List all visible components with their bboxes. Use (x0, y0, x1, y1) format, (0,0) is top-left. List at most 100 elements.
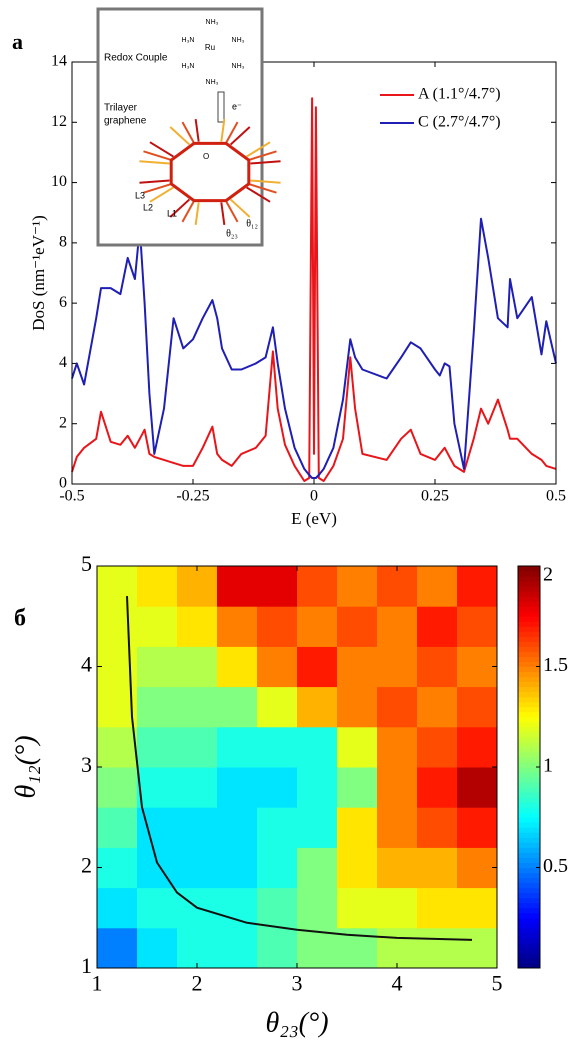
colorbar-step (518, 847, 540, 853)
x-tick-label: 3 (292, 971, 303, 996)
heatmap-cell (337, 566, 378, 607)
colorbar-step (518, 666, 540, 673)
y-tick-label: 2 (81, 853, 92, 878)
inset-metal: Ru (205, 43, 215, 52)
colorbar-step (518, 822, 540, 828)
colorbar-tick-label: 1.5 (543, 654, 568, 676)
legend-label: C (2.7°/4.7°) (418, 114, 501, 131)
heatmap-cell (257, 767, 298, 808)
colorbar-step (518, 571, 540, 577)
x-tick-label: 0 (310, 487, 318, 504)
inset-bond (169, 126, 191, 146)
data-line (71, 217, 557, 479)
colorbar-step (518, 651, 540, 657)
plot-frame (71, 61, 557, 485)
colorbar-step (518, 867, 540, 874)
x-tick-label: 2 (192, 971, 203, 996)
colorbar-step (518, 646, 540, 652)
heatmap-cell (137, 726, 178, 768)
colorbar-step (518, 656, 540, 662)
inset-ligand: H₃N (182, 37, 195, 44)
colorbar-step (518, 857, 540, 863)
colorbar-step (518, 581, 540, 587)
inset-bond (143, 150, 172, 161)
y-axis-label: θ₁₂(°) (10, 735, 41, 798)
colorbar-step (518, 777, 540, 783)
heatmap-cell (377, 767, 418, 808)
heatmap-cell (337, 847, 378, 889)
colorbar-step (518, 937, 540, 944)
inset-bond (250, 179, 281, 184)
heatmap-cell (457, 646, 498, 688)
heatmap-cell (297, 566, 338, 607)
colorbar-step (518, 772, 540, 778)
heatmap-cell (417, 927, 458, 969)
heatmap-cell (257, 646, 298, 688)
inset-graphene: graphene (104, 116, 147, 127)
heatmap-cell (177, 566, 218, 607)
colorbar-step (518, 942, 540, 949)
colorbar-step (518, 947, 540, 954)
y-tick-label: 0 (59, 475, 67, 492)
colorbar-step (518, 736, 540, 743)
heatmap-cell (377, 606, 418, 647)
colorbar-step (518, 892, 540, 899)
heatmap-cell (177, 726, 218, 768)
heatmap-cell (457, 726, 498, 768)
heatmap-cell (417, 847, 458, 889)
colorbar-step (518, 782, 540, 788)
y-tick-label: 10 (51, 173, 67, 190)
heatmap-cell (137, 686, 178, 728)
heatmap-cell (257, 887, 298, 929)
y-tick-label: 5 (81, 551, 92, 576)
colorbar-step (518, 641, 540, 647)
inset-layer: L3 (135, 190, 145, 200)
heatmap-cell (257, 566, 298, 607)
heatmap-cell (457, 606, 498, 647)
data-line (71, 97, 557, 482)
heatmap-cell (177, 807, 218, 848)
y-tick-label: 3 (81, 752, 92, 777)
colorbar-step (518, 566, 540, 572)
colorbar-step (518, 631, 540, 637)
colorbar-step (518, 832, 540, 838)
colorbar-step (518, 686, 540, 693)
heatmap-cell (337, 606, 378, 647)
colorbar-step (518, 741, 540, 748)
heatmap-cell (337, 767, 378, 808)
heatmap-cell (297, 726, 338, 768)
x-tick-label: 5 (492, 971, 503, 996)
heatmap-cell (297, 807, 338, 848)
inset-arrow (217, 91, 225, 123)
colorbar-step (518, 681, 540, 688)
inset-electron: e⁻ (232, 101, 242, 111)
heatmap-cell (137, 847, 178, 889)
inset-bond (220, 118, 226, 142)
y-tick-label: 2 (59, 414, 67, 431)
heatmap-cell (457, 927, 498, 969)
heatmap-cell (217, 606, 258, 647)
colorbar-step (518, 827, 540, 833)
inset-bond (149, 141, 174, 158)
heatmap-cell (97, 767, 138, 808)
heatmap-cell (417, 686, 458, 728)
colorbar-step (518, 957, 540, 964)
heatmap-cell (217, 927, 258, 969)
heatmap-cell (457, 807, 498, 848)
heatmap-cell (177, 767, 218, 808)
heatmap-cell (337, 646, 378, 688)
heatmap-cell (297, 606, 338, 647)
colorbar-step (518, 621, 540, 627)
heatmap-cell (417, 566, 458, 607)
heatmap-cell (137, 606, 178, 647)
colorbar-step (518, 922, 540, 929)
colorbar-step (518, 862, 540, 868)
inset-bond (220, 202, 226, 226)
heatmap-cell (377, 807, 418, 848)
y-tick-label: 12 (51, 113, 67, 130)
heatmap-cell (177, 646, 218, 688)
inset-bond (139, 179, 170, 184)
inset-ligand: NH₃ (206, 79, 219, 86)
inset-bond (139, 160, 170, 165)
inset-bond (149, 186, 174, 203)
